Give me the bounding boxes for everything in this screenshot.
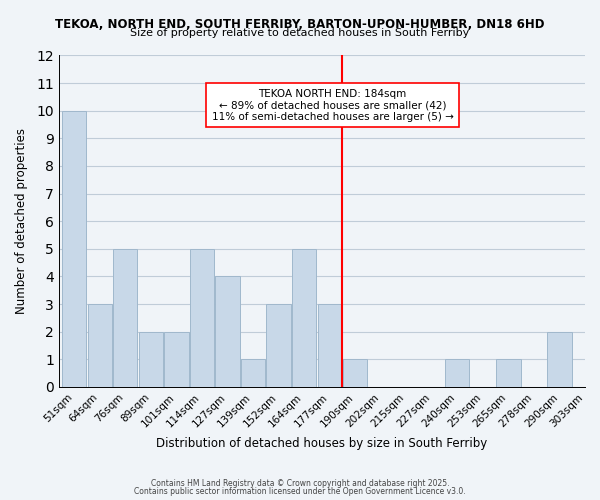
- Bar: [190, 249, 214, 387]
- Text: Contains HM Land Registry data © Crown copyright and database right 2025.: Contains HM Land Registry data © Crown c…: [151, 478, 449, 488]
- Bar: [292, 249, 316, 387]
- Text: TEKOA, NORTH END, SOUTH FERRIBY, BARTON-UPON-HUMBER, DN18 6HD: TEKOA, NORTH END, SOUTH FERRIBY, BARTON-…: [55, 18, 545, 30]
- Bar: [62, 110, 86, 387]
- Text: TEKOA NORTH END: 184sqm
← 89% of detached houses are smaller (42)
11% of semi-de: TEKOA NORTH END: 184sqm ← 89% of detache…: [212, 88, 454, 122]
- Bar: [496, 360, 521, 387]
- Bar: [139, 332, 163, 387]
- Bar: [164, 332, 188, 387]
- Text: Size of property relative to detached houses in South Ferriby: Size of property relative to detached ho…: [130, 28, 470, 38]
- Bar: [343, 360, 367, 387]
- X-axis label: Distribution of detached houses by size in South Ferriby: Distribution of detached houses by size …: [157, 437, 488, 450]
- Bar: [113, 249, 137, 387]
- Bar: [547, 332, 572, 387]
- Bar: [88, 304, 112, 387]
- Bar: [317, 304, 342, 387]
- Bar: [241, 360, 265, 387]
- Bar: [445, 360, 469, 387]
- Text: Contains public sector information licensed under the Open Government Licence v3: Contains public sector information licen…: [134, 487, 466, 496]
- Bar: [215, 276, 239, 387]
- Bar: [266, 304, 290, 387]
- Y-axis label: Number of detached properties: Number of detached properties: [15, 128, 28, 314]
